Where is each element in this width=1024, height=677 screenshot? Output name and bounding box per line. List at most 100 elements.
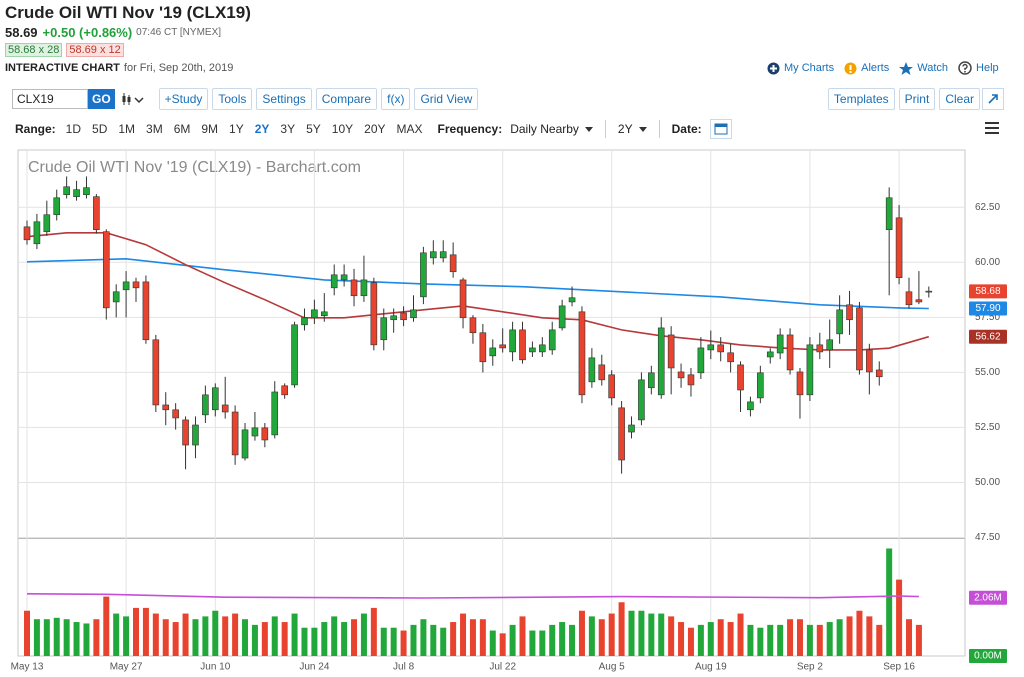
range-option[interactable]: 1D bbox=[65, 122, 82, 136]
range-option[interactable]: MAX bbox=[396, 122, 423, 136]
candle-body bbox=[281, 385, 288, 396]
popout-button[interactable] bbox=[982, 88, 1004, 110]
candle-body bbox=[330, 274, 338, 289]
candle-body bbox=[152, 339, 160, 406]
candle-body bbox=[162, 404, 170, 411]
volume-bar bbox=[212, 610, 219, 656]
bid-ask-row: 58.68 x 28 58.69 x 12 bbox=[5, 43, 124, 57]
range-option[interactable]: 5D bbox=[92, 122, 108, 136]
candle-body bbox=[291, 324, 298, 386]
period-select[interactable]: 2Y bbox=[618, 122, 647, 136]
link[interactable]: Watch bbox=[917, 62, 949, 74]
chart-type-icon[interactable] bbox=[121, 91, 151, 107]
candle-body bbox=[895, 217, 903, 278]
volume-bar bbox=[767, 624, 774, 656]
range-option[interactable]: 9M bbox=[201, 122, 219, 136]
range-option[interactable]: 10Y bbox=[331, 122, 354, 136]
candle-body bbox=[905, 291, 913, 306]
go-button[interactable]: GO bbox=[88, 89, 115, 109]
volume-bar bbox=[747, 624, 754, 656]
volume-bar bbox=[638, 610, 645, 656]
volume-bar bbox=[311, 627, 318, 656]
moving-average-line bbox=[26, 257, 929, 310]
candle-body bbox=[172, 409, 179, 419]
link[interactable]: My Charts bbox=[784, 62, 835, 74]
toolbar-button[interactable]: Tools bbox=[212, 88, 253, 110]
volume-bar bbox=[73, 622, 80, 656]
candle-body bbox=[182, 419, 189, 446]
volume-bar bbox=[777, 624, 784, 656]
range-option[interactable]: 1Y bbox=[229, 122, 244, 136]
volume-bar bbox=[63, 619, 70, 656]
axis-marker-label: 58.68 bbox=[975, 286, 1000, 297]
candle-body bbox=[320, 311, 328, 317]
toolbar-button[interactable]: Print bbox=[898, 88, 936, 110]
candle-body bbox=[529, 347, 536, 353]
volume-bar bbox=[341, 622, 348, 656]
candle-body bbox=[717, 344, 725, 353]
candle-body bbox=[439, 251, 447, 259]
volume-bar bbox=[251, 624, 258, 656]
volume-bar bbox=[569, 624, 576, 656]
menu-button[interactable] bbox=[985, 122, 999, 134]
header-links: My Charts Alerts Watch Help bbox=[767, 61, 1009, 75]
range-option[interactable]: 5Y bbox=[306, 122, 321, 136]
candle-body bbox=[459, 279, 467, 319]
volume-bar bbox=[826, 622, 833, 656]
candle-body bbox=[53, 197, 61, 216]
range-option[interactable]: 20Y bbox=[364, 122, 386, 136]
volume-bar bbox=[896, 579, 903, 656]
frequency-label: Frequency: bbox=[437, 122, 503, 136]
candle-body bbox=[340, 274, 348, 281]
volume-bar bbox=[519, 616, 526, 656]
symbol-input[interactable]: CLX19 bbox=[12, 89, 88, 109]
volume-bar bbox=[291, 613, 298, 656]
axis-marker bbox=[969, 329, 1007, 344]
candle-body bbox=[231, 411, 239, 456]
volume-bar bbox=[390, 627, 397, 656]
link[interactable]: Help bbox=[976, 62, 999, 74]
volume-bar bbox=[796, 619, 803, 656]
toolbar-button[interactable]: Settings bbox=[256, 88, 312, 110]
y-tick-label: 47.50 bbox=[975, 532, 1000, 543]
toolbar-button[interactable]: Compare bbox=[315, 88, 378, 110]
x-tick-label: May 13 bbox=[11, 662, 44, 673]
y-tick-label: 52.50 bbox=[975, 422, 1000, 433]
x-tick-label: Sep 2 bbox=[797, 662, 824, 673]
range-option[interactable]: 2Y bbox=[254, 122, 270, 136]
candle-body bbox=[202, 394, 209, 416]
volume-bar bbox=[806, 624, 813, 656]
range-option[interactable]: 1M bbox=[118, 122, 136, 136]
volume-bar bbox=[598, 619, 605, 656]
volume-bar bbox=[271, 616, 278, 656]
toolbar-button[interactable]: Clear bbox=[939, 88, 980, 110]
toolbar-button[interactable]: Grid View bbox=[414, 88, 479, 110]
candle-body bbox=[588, 357, 596, 383]
toolbar-button[interactable]: Templates bbox=[827, 88, 895, 110]
volume-bar bbox=[53, 617, 60, 656]
volume-bar bbox=[668, 616, 675, 656]
candle-body bbox=[707, 344, 715, 351]
range-option[interactable]: 3Y bbox=[280, 122, 296, 136]
candle-body bbox=[925, 290, 933, 293]
range-option[interactable]: 6M bbox=[173, 122, 191, 136]
volume-bar bbox=[628, 610, 635, 656]
y-tick-label: 62.50 bbox=[975, 202, 1000, 213]
toolbar-button[interactable]: f(x) bbox=[381, 88, 411, 110]
range-option[interactable]: 3M bbox=[146, 122, 163, 136]
calendar-button[interactable] bbox=[709, 119, 732, 139]
axis-marker-label: 0.00M bbox=[974, 651, 1002, 662]
volume-bar bbox=[430, 624, 437, 656]
candle-body bbox=[638, 379, 645, 421]
volume-bar bbox=[648, 613, 655, 656]
link[interactable]: Alerts bbox=[861, 62, 890, 74]
volume-bar bbox=[113, 613, 120, 656]
caret bbox=[638, 127, 647, 133]
volume-bar bbox=[420, 619, 427, 656]
candle-body bbox=[112, 291, 120, 303]
volume-bar bbox=[410, 624, 417, 656]
candle-body bbox=[866, 349, 873, 373]
candle-body bbox=[766, 351, 774, 358]
toolbar-button[interactable]: +Study bbox=[158, 88, 209, 110]
frequency-select[interactable]: Daily Nearby bbox=[510, 122, 593, 136]
